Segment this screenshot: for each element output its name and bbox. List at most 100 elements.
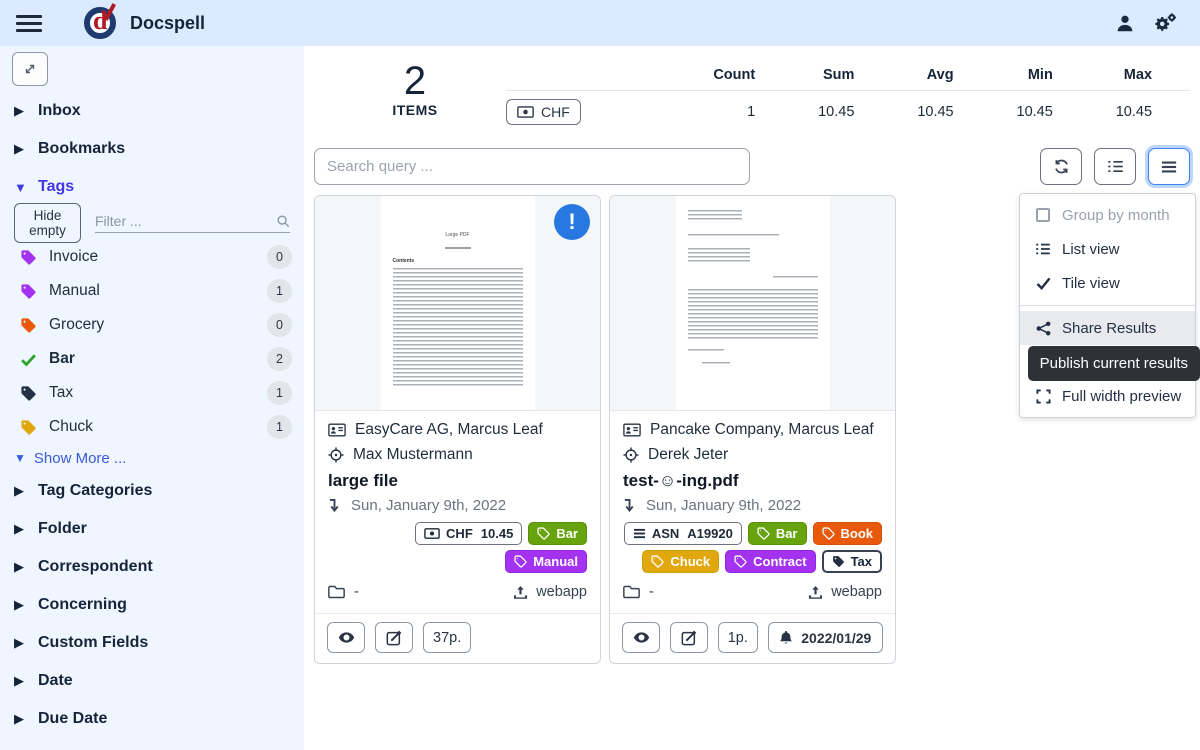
tag-badge-contract[interactable]: Contract (725, 550, 816, 573)
tag-row-invoice[interactable]: Invoice 0 (0, 240, 304, 274)
menu-item-group-by-month[interactable]: Group by month (1020, 198, 1195, 232)
tag-badge-tax[interactable]: Tax (821, 550, 882, 573)
sidebar: ▶ Inbox ▶ Bookmarks ▼ Tags Hide empty In… (0, 46, 304, 750)
item-card-test-ing-pdf[interactable]: Pancake Company, Marcus Leaf Derek Jeter… (609, 195, 896, 664)
tag-badge-book[interactable]: Book (812, 522, 882, 545)
item-card-large-file[interactable]: Large PDF Contents ! EasyCare AG, Marcus… (314, 195, 601, 664)
stats-header-avg: Avg (926, 67, 954, 83)
tag-icon (20, 385, 37, 402)
source-field: webapp (513, 584, 587, 600)
folder-icon (328, 585, 345, 599)
tag-icon (537, 527, 550, 540)
tag-row-tax[interactable]: Tax 1 (0, 376, 304, 410)
badges-row: CHF 10.45 Bar Manual (328, 522, 587, 575)
menu-item-share-results[interactable]: Share Results (1020, 311, 1195, 345)
item-count: 2 ITEMS (392, 59, 438, 118)
sidebar-item-bookmarks[interactable]: ▶ Bookmarks (14, 140, 126, 157)
address-card-icon (328, 422, 346, 437)
stats-header-count: Count (713, 67, 756, 83)
chevron-right-icon: ▶ (14, 103, 24, 118)
tag-badge-chuck[interactable]: Chuck (642, 550, 720, 573)
upload-icon (808, 585, 823, 600)
tag-row-chuck[interactable]: Chuck 1 (0, 410, 304, 444)
stats-table: Count Sum Avg Min Max CHF 1 10.45 1 (506, 60, 1190, 132)
list-view-button[interactable] (1094, 148, 1136, 185)
share-icon (1034, 321, 1052, 336)
edit-item-button[interactable] (375, 622, 413, 653)
tag-row-manual[interactable]: Manual 1 (0, 274, 304, 308)
view-item-button[interactable] (622, 622, 660, 653)
sidebar-item-inbox[interactable]: ▶ Inbox (14, 102, 81, 119)
due-date-button: 2022/01/29 (767, 622, 883, 653)
eye-icon (633, 631, 650, 644)
sidebar-item-tag-categories[interactable]: ▶ Tag Categories (14, 482, 153, 499)
preview-page: Large PDF Contents (380, 196, 535, 410)
document-preview[interactable]: Large PDF Contents ! (315, 196, 600, 411)
tag-count-badge: 1 (267, 381, 292, 405)
sidebar-item-concerning[interactable]: ▶ Concerning (14, 596, 127, 613)
refresh-button[interactable] (1040, 148, 1082, 185)
tag-icon (20, 317, 37, 334)
tag-count-badge: 0 (267, 313, 292, 337)
concerning-line: Derek Jeter (623, 442, 882, 467)
sidebar-item-correspondent[interactable]: ▶ Correspondent (14, 558, 153, 575)
sidebar-item-custom-fields[interactable]: ▶ Custom Fields (14, 634, 149, 651)
view-item-button[interactable] (327, 622, 365, 653)
bars-icon (1161, 160, 1177, 174)
menu-item-tile-view[interactable]: Tile view (1020, 266, 1195, 300)
document-preview[interactable] (610, 196, 895, 411)
publish-tooltip: Publish current results (1027, 346, 1200, 381)
chevron-right-icon: ▶ (14, 597, 24, 612)
chevron-right-icon: ▶ (14, 521, 24, 536)
folder-icon (623, 585, 640, 599)
show-more-link[interactable]: ▼ Show More ... (14, 449, 127, 467)
tag-icon (20, 419, 37, 436)
view-menu-dropdown: Group by month List view Tile view Share… (1019, 193, 1196, 418)
sidebar-item-folder[interactable]: ▶ Folder (14, 520, 87, 537)
chevron-right-icon: ▶ (14, 141, 24, 156)
sidebar-item-due-date[interactable]: ▶ Due Date (14, 710, 108, 727)
sidebar-expand-button[interactable] (12, 52, 48, 86)
item-title[interactable]: large file (328, 471, 398, 490)
tag-count-badge: 2 (267, 347, 292, 371)
tag-row-bar[interactable]: Bar 2 (0, 342, 304, 376)
money-bill-icon (517, 105, 534, 118)
tag-filter-input[interactable] (95, 213, 276, 229)
menu-hamburger-icon[interactable] (16, 10, 42, 36)
menu-item-full-width-preview[interactable]: Full width preview (1020, 379, 1195, 413)
menu-divider (1020, 305, 1195, 306)
address-card-icon (623, 422, 641, 437)
chevron-right-icon: ▶ (14, 559, 24, 574)
sidebar-item-source[interactable]: ▶Source (0, 738, 304, 750)
money-bill-icon (424, 528, 440, 539)
menu-button[interactable] (1148, 148, 1190, 185)
edit-item-button[interactable] (670, 622, 708, 653)
list-icon (1034, 242, 1052, 256)
main-content: 2 ITEMS Count Sum Avg Min Max CHF (304, 46, 1200, 750)
chevron-right-icon: ▶ (14, 483, 24, 498)
tag-icon (651, 555, 664, 568)
tag-badge-bar[interactable]: Bar (747, 522, 807, 545)
preview-page (675, 196, 830, 410)
sidebar-item-tags[interactable]: ▼ Tags (14, 178, 75, 195)
settings-gears-icon[interactable] (1152, 12, 1178, 34)
docspell-logo: d (84, 3, 116, 39)
sidebar-item-date[interactable]: ▶ Date (14, 672, 73, 689)
tag-count-badge: 0 (267, 245, 292, 269)
tag-badge-manual[interactable]: Manual (505, 550, 587, 573)
page-count-badge: 1p. (718, 622, 758, 653)
tag-badge-bar[interactable]: Bar (528, 522, 587, 545)
chevron-right-icon: ▶ (14, 673, 24, 688)
item-title[interactable]: test-☺-ing.pdf (623, 471, 739, 490)
hide-empty-button[interactable]: Hide empty (14, 203, 81, 243)
tag-row-grocery[interactable]: Grocery 0 (0, 308, 304, 342)
search-query-input[interactable] (314, 148, 750, 185)
user-icon[interactable] (1112, 12, 1138, 34)
tag-icon (832, 555, 845, 568)
tag-icon (821, 527, 835, 540)
checkbox-icon (1034, 208, 1052, 222)
upload-icon (513, 585, 528, 600)
page-count-badge: 37p. (423, 622, 472, 653)
bell-icon (779, 630, 793, 645)
menu-item-list-view[interactable]: List view (1020, 232, 1195, 266)
